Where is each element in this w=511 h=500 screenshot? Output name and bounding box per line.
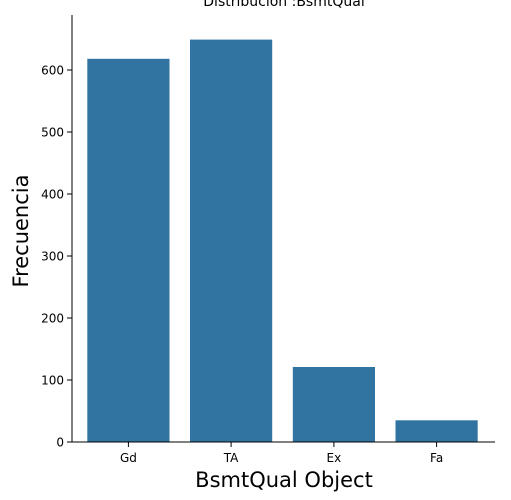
bar-gd	[87, 58, 170, 443]
chart-title: Distribución :BsmtQual	[203, 0, 364, 10]
y-axis-title: Frecuencia	[9, 175, 33, 288]
x-axis-ticks: Gd TA Ex Fa	[120, 442, 443, 465]
y-tick-label: 400	[41, 188, 64, 202]
x-tick-label: Gd	[120, 451, 137, 465]
bar-fa	[395, 420, 478, 442]
x-tick-label: Ex	[327, 451, 342, 465]
bar-ex	[292, 367, 375, 442]
bar-ta	[190, 39, 273, 442]
y-axis-ticks: 0 100 200 300 400 500 600	[41, 64, 72, 450]
y-tick-label: 200	[41, 312, 64, 326]
y-tick-label: 300	[41, 250, 64, 264]
x-tick-label: TA	[223, 451, 239, 465]
x-tick-label: Fa	[430, 451, 443, 465]
bars-group	[87, 39, 478, 443]
y-tick-label: 0	[56, 436, 64, 450]
y-tick-label: 500	[41, 126, 64, 140]
x-axis-title: BsmtQual Object	[195, 468, 373, 492]
y-tick-label: 600	[41, 64, 64, 78]
y-tick-label: 100	[41, 374, 64, 388]
